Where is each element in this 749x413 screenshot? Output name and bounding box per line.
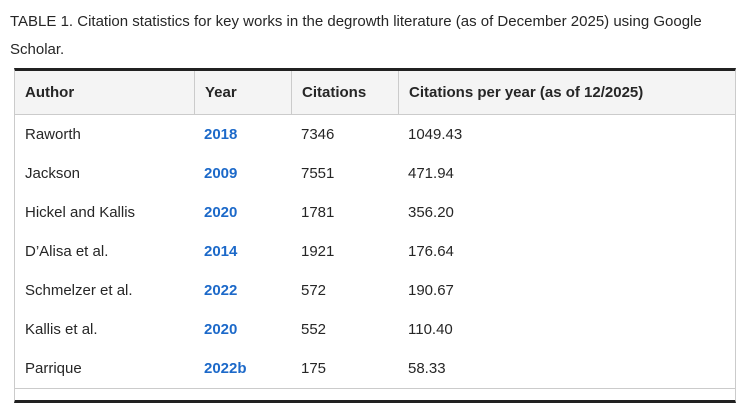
- citations-cell: 175: [301, 360, 327, 377]
- table-header-row: Author Year Citations Citations per year…: [15, 71, 735, 115]
- citations-cell: 1781: [301, 204, 335, 221]
- author-cell: Kallis et al.: [25, 321, 98, 338]
- citations-per-year-cell: 176.64: [408, 243, 454, 260]
- year-link[interactable]: 2018: [204, 126, 238, 143]
- column-header-citations: Citations: [291, 71, 398, 114]
- table-row: D’Alisa et al. 2014 1921 176.64: [15, 232, 735, 271]
- column-header-year: Year: [194, 71, 291, 114]
- citations-per-year-cell: 58.33: [408, 360, 446, 377]
- citations-per-year-cell: 356.20: [408, 204, 454, 221]
- year-link[interactable]: 2020: [204, 321, 238, 338]
- table-row: Kallis et al. 2020 552 110.40: [15, 310, 735, 349]
- author-cell: Raworth: [25, 126, 81, 143]
- citations-cell: 1921: [301, 243, 335, 260]
- year-link[interactable]: 2020: [204, 204, 238, 221]
- table-row: Jackson 2009 7551 471.94: [15, 154, 735, 193]
- table-caption-text: Citation statistics for key works in the…: [10, 13, 702, 58]
- citations-per-year-cell: 190.67: [408, 282, 454, 299]
- table-bottom-strip: [15, 388, 735, 400]
- table-caption: TABLE 1. Citation statistics for key wor…: [10, 8, 739, 64]
- citations-cell: 552: [301, 321, 327, 338]
- citations-cell: 572: [301, 282, 327, 299]
- citations-cell: 7551: [301, 165, 335, 182]
- citations-cell: 7346: [301, 126, 335, 143]
- year-link[interactable]: 2009: [204, 165, 238, 182]
- author-cell: Jackson: [25, 165, 81, 182]
- author-cell: Parrique: [25, 360, 82, 377]
- author-cell: D’Alisa et al.: [25, 243, 109, 260]
- table-row: Raworth 2018 7346 1049.43: [15, 115, 735, 154]
- author-cell: Hickel and Kallis: [25, 204, 136, 221]
- author-cell: Schmelzer et al.: [25, 282, 133, 299]
- citations-per-year-cell: 1049.43: [408, 126, 463, 143]
- citations-per-year-cell: 110.40: [408, 321, 453, 338]
- table-caption-label: TABLE 1.: [10, 13, 74, 30]
- table-row: Hickel and Kallis 2020 1781 356.20: [15, 193, 735, 232]
- table-row: Parrique 2022b 175 58.33: [15, 349, 735, 388]
- column-header-author: Author: [25, 84, 75, 101]
- column-header-citations-per-year: Citations per year (as of 12/2025): [398, 71, 735, 114]
- year-link[interactable]: 2022: [204, 282, 238, 299]
- citations-per-year-cell: 471.94: [408, 165, 454, 182]
- year-link[interactable]: 2014: [204, 243, 238, 260]
- year-link[interactable]: 2022b: [204, 360, 247, 377]
- citation-table: Author Year Citations Citations per year…: [14, 68, 736, 403]
- table-row: Schmelzer et al. 2022 572 190.67: [15, 271, 735, 310]
